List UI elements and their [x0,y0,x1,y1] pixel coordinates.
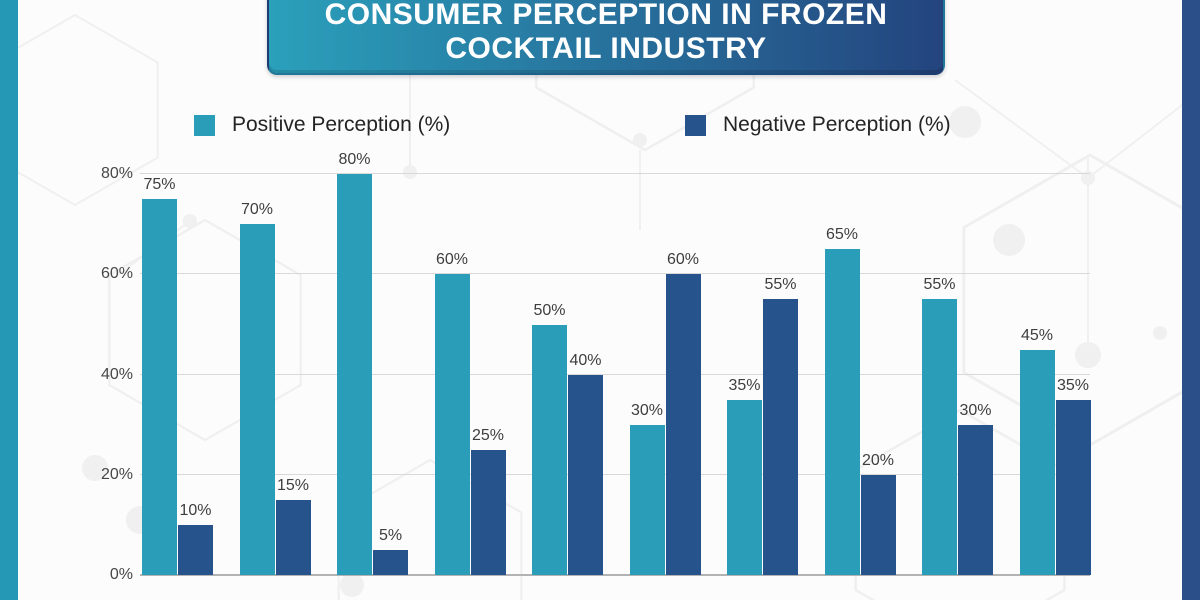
title-line-1: CONSUMER PERCEPTION IN FROZEN [324,0,888,31]
bar-label-negative-1: 10% [179,501,212,519]
legend-item-positive: Positive Perception (%) [194,113,450,137]
bar-label-negative-7: 55% [764,276,797,294]
legend-label-negative: Negative Perception (%) [723,113,951,136]
bar-label-positive-1: 75% [143,176,176,194]
bar-label-positive-3: 80% [338,151,371,169]
gridline-60 [140,273,1090,275]
bar-label-positive-10: 45% [1020,326,1054,344]
gridline-40 [140,373,1090,375]
bar-negative-8 [860,474,896,575]
bar-label-negative-9: 30% [959,401,992,419]
gridline-80 [140,173,1090,175]
bar-positive-1 [142,199,177,575]
plot-area: 0% 20% 40% 60% 80% 75% 70% 80% 60% 50% 30% 35% 65% 55… [101,151,1091,583]
bar-label-negative-10: 35% [1056,376,1090,394]
bar-positive-9 [922,299,957,575]
legend-label-positive: Positive Perception (%) [232,113,451,136]
bar-label-negative-8: 20% [861,451,895,469]
bar-positive-3 [337,174,372,575]
bar-label-negative-4: 25% [471,426,505,444]
title-banner: CONSUMER PERCEPTION IN FROZEN COCKTAIL I… [267,0,945,75]
right-accent-band [1182,0,1200,600]
bar-negative-5 [568,374,603,575]
y-tick-40: 40% [100,365,133,383]
bar-label-negative-6: 60% [666,251,700,269]
bar-label-negative-5: 40% [569,351,602,369]
bar-negative-2 [275,499,311,575]
bar-negative-10 [1055,399,1091,575]
bar-label-negative-3: 5% [378,526,403,544]
bar-positive-4 [434,274,470,575]
bar-negative-9 [958,424,993,575]
y-tick-80: 80% [100,165,133,183]
bar-positive-5 [532,324,567,575]
bar-positive-2 [239,224,275,575]
left-accent-band [0,0,18,600]
bar-negative-4 [470,449,506,575]
y-tick-60: 60% [100,265,133,283]
gridline-20 [140,473,1090,475]
bar-label-positive-5: 50% [533,301,566,319]
title-line-2: COCKTAIL INDUSTRY [445,32,767,65]
bar-negative-1 [178,524,213,575]
legend-swatch-positive-icon [194,114,215,136]
y-tick-20: 20% [100,465,133,483]
bar-label-negative-2: 15% [276,476,310,494]
bar-label-positive-9: 55% [923,276,956,294]
bar-positive-10 [1019,349,1055,575]
bar-negative-6 [665,274,701,575]
bar-positive-8 [824,249,860,575]
x-axis-line [140,574,1090,576]
bar-positive-7 [727,399,762,575]
bar-label-positive-2: 70% [240,201,274,219]
legend-item-negative: Negative Perception (%) [685,113,951,137]
bar-label-positive-7: 35% [728,376,761,394]
y-tick-0: 0% [109,566,133,583]
bar-negative-7 [763,299,798,575]
bar-positive-6 [629,424,665,575]
legend-swatch-negative-icon [685,114,706,136]
bar-negative-3 [373,549,408,575]
bar-label-positive-8: 65% [825,226,859,244]
bar-label-positive-6: 30% [630,401,664,419]
bar-label-positive-4: 60% [435,251,469,269]
